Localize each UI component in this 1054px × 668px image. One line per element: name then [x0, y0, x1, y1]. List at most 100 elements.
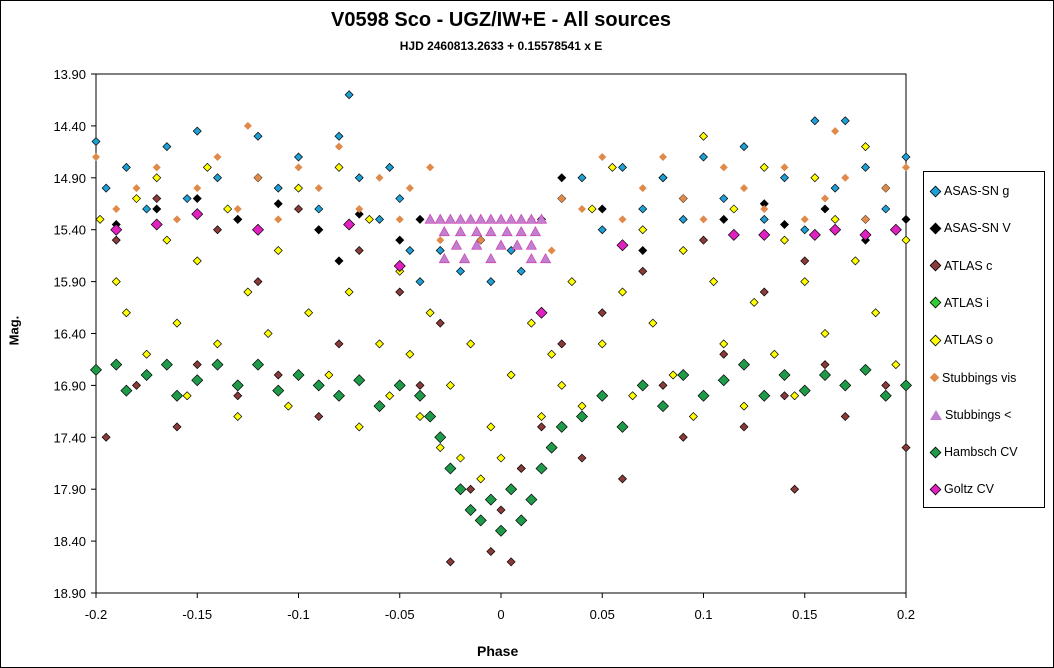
x-tick-label: 0: [497, 607, 504, 622]
point-asas-sn-v: [415, 214, 425, 224]
point-atlas-o: [213, 339, 222, 349]
point-atlas-o: [263, 329, 273, 338]
point-stubbings: [501, 226, 513, 237]
point-hambsch-cv: [900, 379, 912, 392]
point-asas-sn-g: [780, 173, 789, 183]
point-stubbings: [454, 226, 467, 237]
point-stubbings-vis: [881, 184, 890, 193]
point-asas-sn-g: [385, 162, 395, 172]
point-stubbings: [525, 253, 537, 264]
point-atlas-o: [435, 443, 445, 453]
point-atlas-o: [749, 297, 759, 307]
point-atlas-o: [476, 474, 486, 484]
point-stubbings: [515, 226, 527, 237]
point-stubbings-vis: [679, 194, 688, 203]
point-hambsch-cv: [879, 389, 892, 402]
point-stubbings-vis: [152, 163, 161, 172]
point-hambsch-cv: [596, 389, 609, 402]
x-tick-label: 0.15: [792, 607, 817, 622]
point-atlas-o: [324, 370, 334, 380]
point-hambsch-cv: [859, 363, 872, 376]
point-atlas-o: [182, 391, 192, 401]
point-stubbings: [471, 239, 483, 250]
y-tick-label: 13.90: [53, 67, 86, 82]
point-hambsch-cv: [252, 358, 264, 371]
point-atlas-o: [202, 162, 212, 172]
point-asas-sn-g: [678, 214, 688, 224]
legend-label: Stubbings vis: [942, 370, 1017, 385]
point-stubbings: [450, 239, 463, 250]
y-tick-label: 18.40: [53, 534, 86, 549]
point-atlas-c: [111, 235, 121, 245]
point-atlas-o: [344, 287, 354, 297]
legend-item: Hambsch CV: [929, 445, 1018, 459]
point-atlas-o: [364, 214, 374, 224]
point-asas-sn-g: [344, 90, 354, 100]
point-asas-sn-g: [253, 131, 263, 141]
legend-item: Stubbings vis: [929, 370, 1017, 385]
point-asas-sn-g: [162, 142, 172, 152]
point-atlas-o: [739, 401, 749, 411]
point-atlas-o: [769, 349, 779, 359]
point-asas-sn-v: [820, 204, 830, 214]
point-asas-sn-v: [314, 225, 324, 235]
point-stubbings: [424, 213, 436, 224]
point-stubbings-vis: [92, 153, 100, 162]
point-asas-sn-g: [699, 152, 708, 162]
point-atlas-o: [405, 349, 415, 359]
point-atlas-o: [294, 183, 303, 193]
x-tick-label: -0.1: [287, 607, 309, 622]
legend-marker-icon: [929, 372, 940, 383]
point-atlas-o: [172, 318, 182, 328]
point-atlas-o: [415, 412, 425, 422]
x-tick-label: 0.05: [590, 607, 615, 622]
point-atlas-c: [516, 463, 526, 473]
legend-marker-icon: [929, 446, 942, 458]
x-tick-label: 0.1: [694, 607, 712, 622]
point-asas-sn-g: [901, 152, 911, 162]
point-atlas-c: [172, 422, 182, 432]
point-hambsch-cv: [444, 462, 457, 475]
point-stubbings-vis: [578, 204, 586, 213]
point-atlas-c: [354, 245, 364, 255]
point-stubbings-vis: [557, 194, 566, 203]
point-asas-sn-v: [152, 204, 162, 214]
point-atlas-c: [780, 391, 789, 401]
legend-item: ATLAS i: [929, 296, 989, 310]
point-atlas-o: [354, 422, 364, 432]
point-hambsch-cv: [677, 369, 690, 382]
point-atlas-o: [699, 131, 708, 141]
point-asas-sn-g: [294, 152, 303, 162]
point-hambsch-cv: [424, 410, 437, 423]
point-stubbings-vis: [405, 184, 414, 193]
point-atlas-o: [121, 308, 131, 318]
point-hambsch-cv: [454, 483, 467, 496]
point-stubbings-vis: [375, 173, 384, 182]
chart-title: V0598 Sco - UGZ/IW+E - All sources: [331, 9, 671, 31]
point-stubbings-vis: [638, 184, 647, 193]
point-stubbings-vis: [314, 184, 323, 193]
point-goltz-cv: [829, 223, 842, 236]
point-goltz-cv: [808, 228, 821, 241]
data-points: [90, 90, 912, 567]
point-atlas-o: [688, 412, 698, 422]
point-asas-sn-v: [901, 214, 911, 224]
point-stubbings: [454, 213, 467, 224]
legend-item: Goltz CV: [929, 482, 994, 496]
point-stubbings-vis: [902, 163, 910, 172]
point-atlas-o: [780, 235, 789, 245]
point-asas-sn-v: [597, 204, 607, 214]
point-atlas-o: [861, 142, 870, 152]
point-asas-sn-g: [881, 204, 891, 214]
point-asas-sn-g: [719, 194, 729, 204]
point-atlas-c: [597, 308, 607, 318]
point-hambsch-cv: [697, 389, 710, 402]
point-atlas-c: [557, 339, 567, 349]
point-atlas-o: [152, 173, 162, 183]
point-atlas-o: [891, 360, 901, 370]
point-atlas-o: [759, 162, 769, 172]
point-asas-sn-v: [233, 214, 243, 224]
y-tick-label: 16.40: [53, 327, 86, 342]
point-atlas-o: [466, 339, 476, 349]
y-tick-label: 16.90: [53, 378, 86, 393]
